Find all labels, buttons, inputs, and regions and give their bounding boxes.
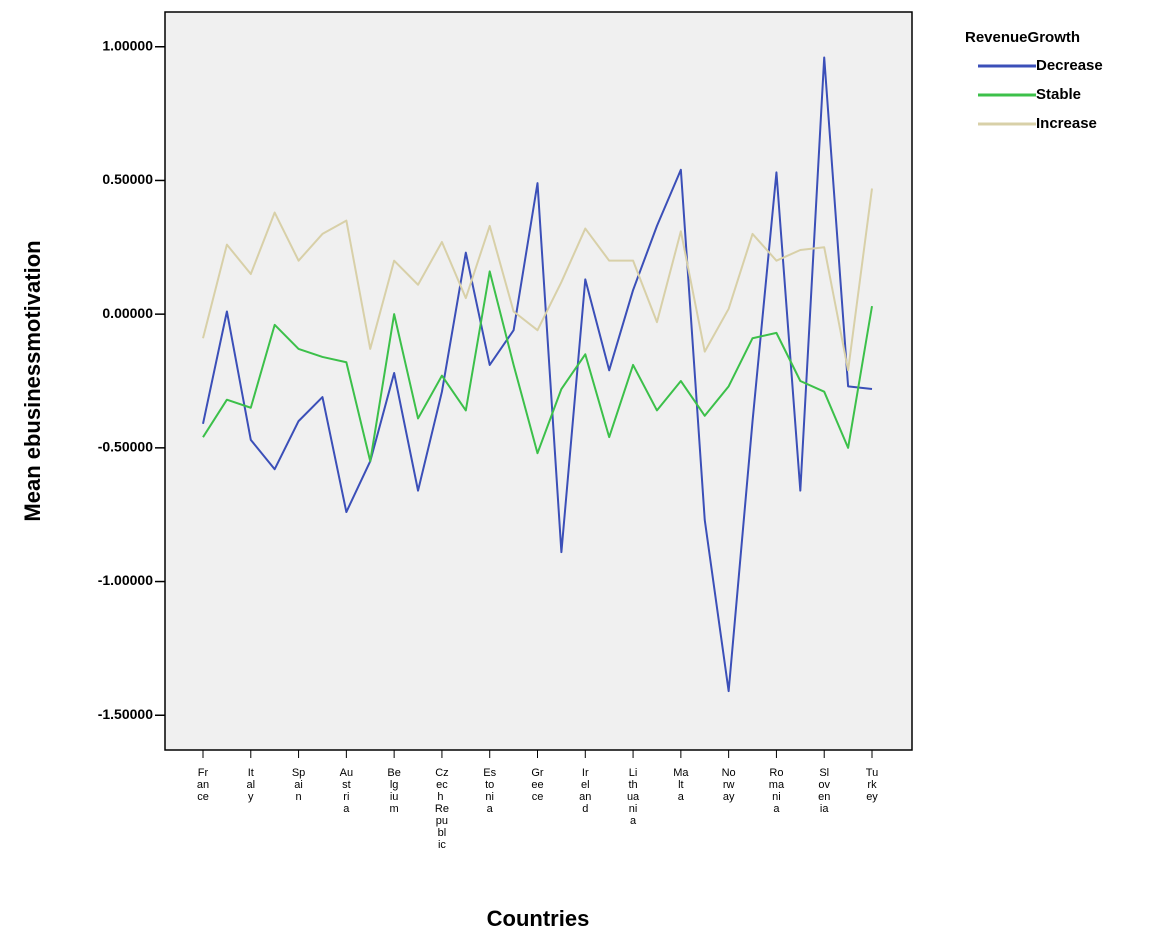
legend-title: RevenueGrowth (965, 29, 1080, 46)
x-tick-label: Au st ri a (340, 767, 353, 815)
x-tick-label: Ir el an d (579, 767, 591, 815)
x-axis: Fr an ce It al y Sp ai n Au st ri a Be lg iu m Cz ec h Re pu… (197, 750, 878, 851)
legend-label: Decrease (1036, 57, 1103, 74)
y-axis-title: Mean ebusinessmotivation (20, 240, 45, 521)
legend: RevenueGrowth Decrease Stable Increase (965, 29, 1103, 132)
x-tick-label: Gr ee ce (531, 767, 544, 803)
y-tick-label: -1.50000 (98, 706, 153, 722)
legend-label: Stable (1036, 86, 1081, 103)
lines (202, 56, 873, 693)
data-line (202, 56, 873, 693)
x-tick-label: Cz ec h Re pu bl ic (435, 767, 449, 851)
data-line (202, 188, 873, 372)
y-tick-label: 0.00000 (102, 305, 153, 321)
x-tick-label: Li th ua ni a (627, 767, 640, 827)
y-tick-label: -0.50000 (98, 439, 153, 455)
legend-label: Increase (1036, 115, 1097, 132)
y-tick-label: 0.50000 (102, 171, 153, 187)
x-axis-title: Countries (487, 906, 590, 931)
x-tick-label: Fr an ce (197, 767, 209, 803)
y-axis: 1.00000 0.50000 0.00000 -0.50000 -1.00000 -1.… (98, 37, 165, 722)
x-tick-label: Es to ni a (483, 767, 496, 815)
x-tick-label: No rw ay (722, 767, 736, 803)
x-tick-label: Sl ov en ia (818, 767, 830, 815)
x-tick-label: Ma lt a (673, 767, 689, 803)
y-tick-label: -1.00000 (98, 572, 153, 588)
x-tick-label: Sp ai n (292, 767, 305, 803)
y-tick-label: 1.00000 (102, 37, 153, 53)
x-tick-label: Ro ma ni a (769, 767, 785, 815)
x-tick-label: Be lg iu m (387, 767, 400, 815)
x-tick-label: It al y (247, 767, 256, 803)
data-line (202, 270, 873, 463)
x-tick-label: Tu rk ey (866, 767, 879, 803)
plot-area (164, 11, 913, 751)
